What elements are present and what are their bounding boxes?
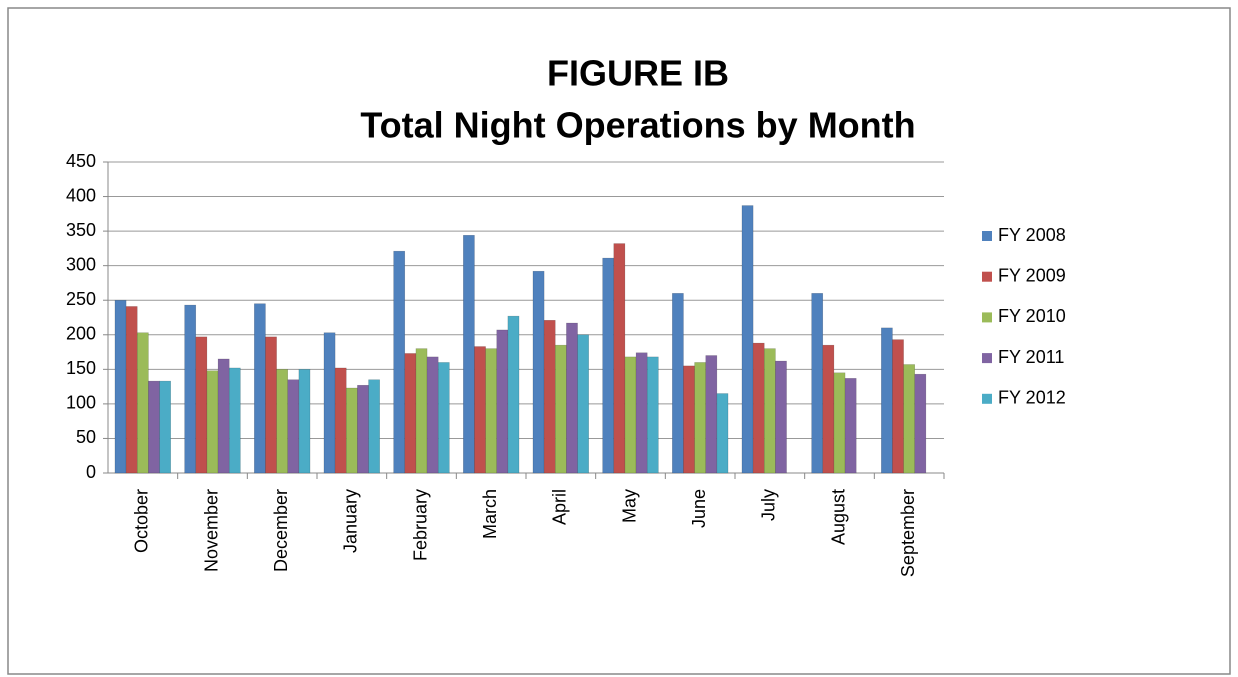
bar [463, 235, 475, 474]
legend-label: FY 2008 [998, 225, 1066, 245]
bar [426, 356, 439, 474]
y-tick-label: 50 [76, 427, 96, 447]
bar [764, 348, 776, 474]
bar [507, 315, 520, 474]
bar [844, 378, 857, 474]
bar [705, 355, 718, 474]
legend-swatch [982, 231, 992, 241]
y-tick-label: 350 [66, 220, 96, 240]
legend-label: FY 2010 [998, 306, 1066, 326]
bar [485, 348, 497, 474]
bar [881, 327, 893, 474]
bar [287, 379, 300, 474]
bar [265, 336, 277, 474]
legend-label: FY 2012 [998, 388, 1066, 408]
legend-swatch [982, 353, 992, 364]
bar [404, 353, 417, 474]
y-tick-label: 100 [66, 393, 96, 413]
bar [368, 379, 380, 474]
bar [125, 306, 138, 474]
x-tick-label: July [759, 489, 779, 521]
bar [415, 348, 428, 474]
bar [206, 370, 219, 474]
legend-swatch [982, 312, 992, 323]
x-tick-label: March [480, 489, 500, 539]
bar [741, 205, 754, 474]
bar [672, 293, 684, 474]
x-tick-label: January [341, 489, 361, 553]
bar [114, 299, 127, 474]
x-tick-label: September [898, 489, 918, 577]
y-tick-label: 450 [66, 151, 96, 171]
bar [613, 243, 626, 474]
y-tick-label: 200 [66, 324, 96, 344]
bar [159, 380, 171, 474]
bar [716, 393, 729, 474]
bar [555, 344, 567, 474]
y-tick-label: 250 [66, 289, 96, 309]
x-tick-label: June [689, 489, 709, 528]
bar [892, 339, 904, 474]
bar [775, 360, 787, 474]
bar [437, 362, 450, 474]
bar [195, 336, 208, 474]
chart-subtitle: Total Night Operations by Month [360, 105, 915, 146]
bar [334, 367, 347, 474]
bar [543, 320, 556, 474]
bar [228, 367, 241, 474]
legend-swatch [982, 271, 992, 282]
bar [646, 356, 659, 474]
y-tick-label: 0 [86, 462, 96, 482]
y-tick-label: 300 [66, 254, 96, 274]
bar [346, 387, 358, 474]
bar [148, 380, 160, 474]
bar [811, 293, 824, 474]
bar [254, 303, 266, 474]
bar [683, 365, 695, 474]
bar [496, 329, 509, 474]
y-tick-label: 400 [66, 185, 96, 205]
x-tick-label: October [132, 489, 152, 553]
bar [833, 372, 846, 474]
bar [323, 332, 336, 474]
y-tick-label: 150 [66, 358, 96, 378]
bar [914, 373, 927, 474]
legend-swatch [982, 393, 992, 404]
x-tick-label: April [550, 489, 570, 525]
x-tick-label: February [410, 489, 430, 561]
bar [635, 352, 648, 474]
bar [474, 346, 486, 474]
bar [566, 322, 578, 474]
legend-label: FY 2011 [998, 347, 1064, 367]
bar [217, 358, 230, 474]
bar [694, 362, 706, 474]
bar [624, 356, 637, 474]
bar [276, 369, 288, 474]
bar [298, 369, 311, 474]
bar [137, 332, 149, 474]
bar [532, 270, 545, 474]
x-tick-label: August [828, 489, 848, 545]
bar [357, 384, 369, 474]
bar [184, 304, 197, 474]
x-tick-label: May [619, 489, 639, 523]
bar [393, 250, 406, 474]
x-tick-label: November [201, 489, 221, 572]
bar [752, 342, 765, 474]
legend-label: FY 2009 [998, 265, 1066, 285]
chart-title: FIGURE IB [547, 53, 729, 94]
x-tick-label: December [271, 489, 291, 572]
bar [903, 364, 915, 474]
bar [577, 334, 589, 474]
bar [822, 344, 835, 474]
bar [602, 257, 615, 474]
